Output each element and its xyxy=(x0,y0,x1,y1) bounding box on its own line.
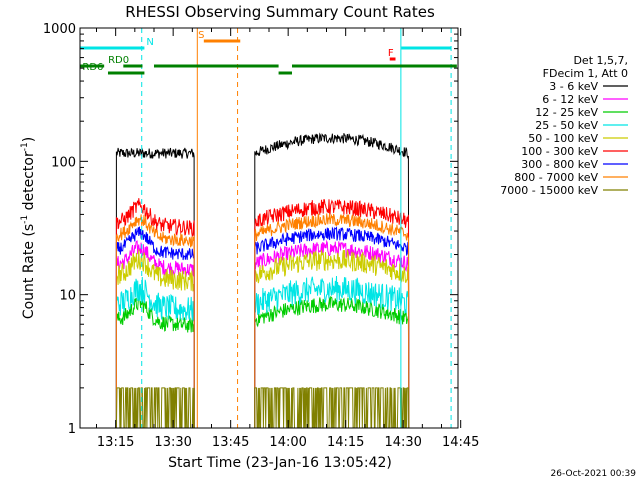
series-line xyxy=(254,213,410,429)
chart-title: RHESSI Observing Summary Count Rates xyxy=(125,3,435,21)
series-line xyxy=(254,239,410,429)
series-line xyxy=(115,240,195,429)
series-line xyxy=(254,387,410,429)
legend-entry-label: 100 - 300 keV xyxy=(521,145,598,158)
x-tick-label: 13:45 xyxy=(212,435,249,450)
series-line xyxy=(115,387,195,429)
series-line xyxy=(254,199,410,429)
series-line xyxy=(254,249,410,429)
y-tick-label: 10 xyxy=(59,289,76,304)
axis-ticks: 1 10 100 1000 13:15 13:30 13:45 14:00 14:15 14:30… xyxy=(43,22,480,450)
legend-header: FDecim 1, Att 0 xyxy=(543,67,628,80)
y-axis-label-sup: -1 xyxy=(20,215,30,224)
x-tick-label: 13:30 xyxy=(154,435,191,450)
legend-entry-label: 6 - 12 keV xyxy=(542,93,598,106)
legend-entry-label: 25 - 50 keV xyxy=(535,119,598,132)
legend-entry-label: 3 - 6 keV xyxy=(549,80,598,93)
y-axis-label: Count Rate (s-1 detector-1) xyxy=(20,137,37,319)
x-tick-label: 14:00 xyxy=(269,435,306,450)
y-axis-label-tail: detector xyxy=(21,151,37,215)
series-line xyxy=(115,226,195,429)
series-line xyxy=(115,296,195,429)
x-axis-label: Start Time (23-Jan-16 13:05:42) xyxy=(168,455,392,471)
y-tick-label: 1 xyxy=(68,422,76,437)
x-tick-label: 14:30 xyxy=(384,435,421,450)
y-tick-label: 1000 xyxy=(43,22,76,37)
legend-header: Det 1,5,7, xyxy=(573,54,628,67)
timestamp: 26-Oct-2021 00:39 xyxy=(551,469,637,479)
series-line xyxy=(115,214,195,429)
flag-label-rd6: RD6 xyxy=(82,62,103,73)
y-axis-label-end: ) xyxy=(21,137,37,142)
legend-entry-label: 12 - 25 keV xyxy=(535,106,598,119)
legend-entry-label: 300 - 800 keV xyxy=(521,158,598,171)
series-line xyxy=(254,295,410,429)
flag-label-f: F xyxy=(388,48,394,59)
y-axis-label-sup-2: -1 xyxy=(20,142,30,151)
x-tick-label: 14:45 xyxy=(442,435,479,450)
series-line xyxy=(254,275,410,429)
flag-label-s: S xyxy=(198,30,204,41)
flag-label-n: N xyxy=(146,37,153,48)
series-line xyxy=(115,276,195,429)
legend-entry-label: 50 - 100 keV xyxy=(528,132,598,145)
x-tick-label: 13:15 xyxy=(97,435,134,450)
y-axis-label-main: Count Rate (s xyxy=(21,224,37,319)
series-line xyxy=(254,132,410,429)
y-tick-label: 100 xyxy=(51,155,76,170)
x-tick-label: 14:15 xyxy=(327,435,364,450)
plot-layer: N S F RD0 RD6 xyxy=(80,28,457,429)
flag-label-rd0: RD0 xyxy=(108,55,129,66)
series-line xyxy=(115,249,195,429)
series-line xyxy=(115,147,195,429)
legend-entry-label: 7000 - 15000 keV xyxy=(500,184,598,197)
legend-entry-label: 800 - 7000 keV xyxy=(514,171,598,184)
series-line xyxy=(115,198,195,429)
series-line xyxy=(254,226,410,429)
